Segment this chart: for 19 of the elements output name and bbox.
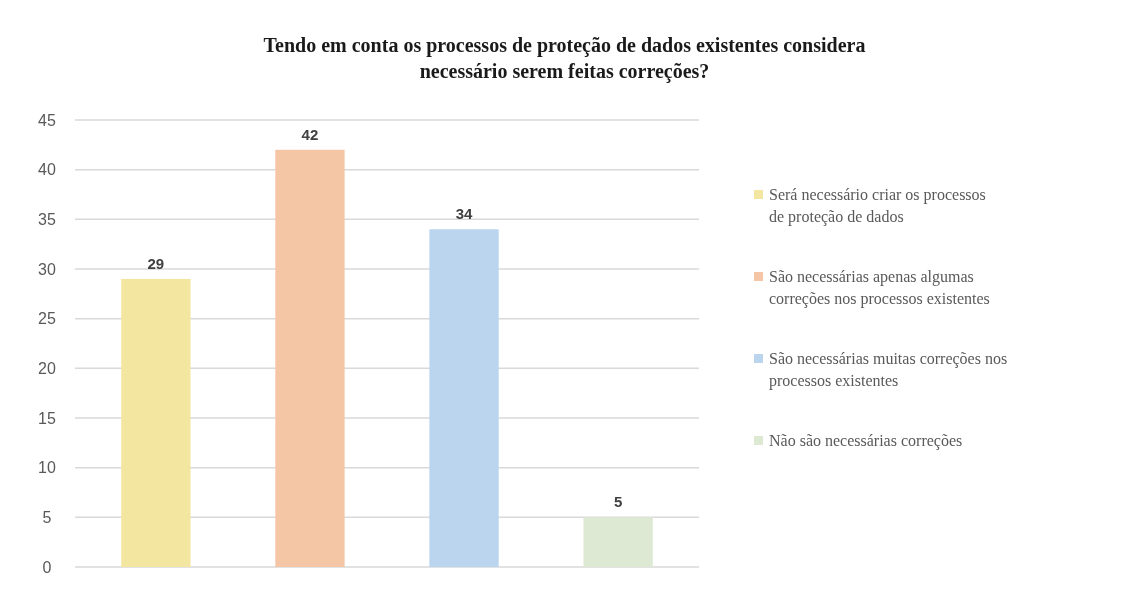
y-tick-label: 10 [38, 459, 56, 477]
legend-label: São necessárias apenas algumas correções nos processos existentes [769, 268, 990, 308]
y-tick-label: 5 [42, 508, 52, 526]
y-tick-label: 20 [38, 359, 56, 377]
y-tick-label: 15 [38, 409, 56, 427]
y-tick-label: 45 [38, 111, 56, 129]
chart-title: Tendo em conta os processos de proteção de dados existentes considera necessário serem feitas correções? [263, 34, 866, 83]
data-label: 42 [301, 125, 319, 143]
legend-label: São necessárias muitas correções nos processos existentes [769, 350, 1008, 390]
y-tick-label: 0 [42, 558, 52, 576]
data-label: 5 [613, 493, 623, 511]
y-tick-label: 35 [38, 210, 56, 228]
y-tick-label: 30 [38, 260, 56, 278]
legend-label: Será necessário criar os processos de proteção de dados [769, 186, 986, 226]
data-label: 29 [147, 254, 165, 272]
y-tick-label: 40 [38, 161, 56, 179]
legend-label: Não são necessárias correções [769, 432, 963, 450]
y-tick-label: 25 [38, 310, 56, 328]
data-label: 34 [455, 205, 474, 223]
